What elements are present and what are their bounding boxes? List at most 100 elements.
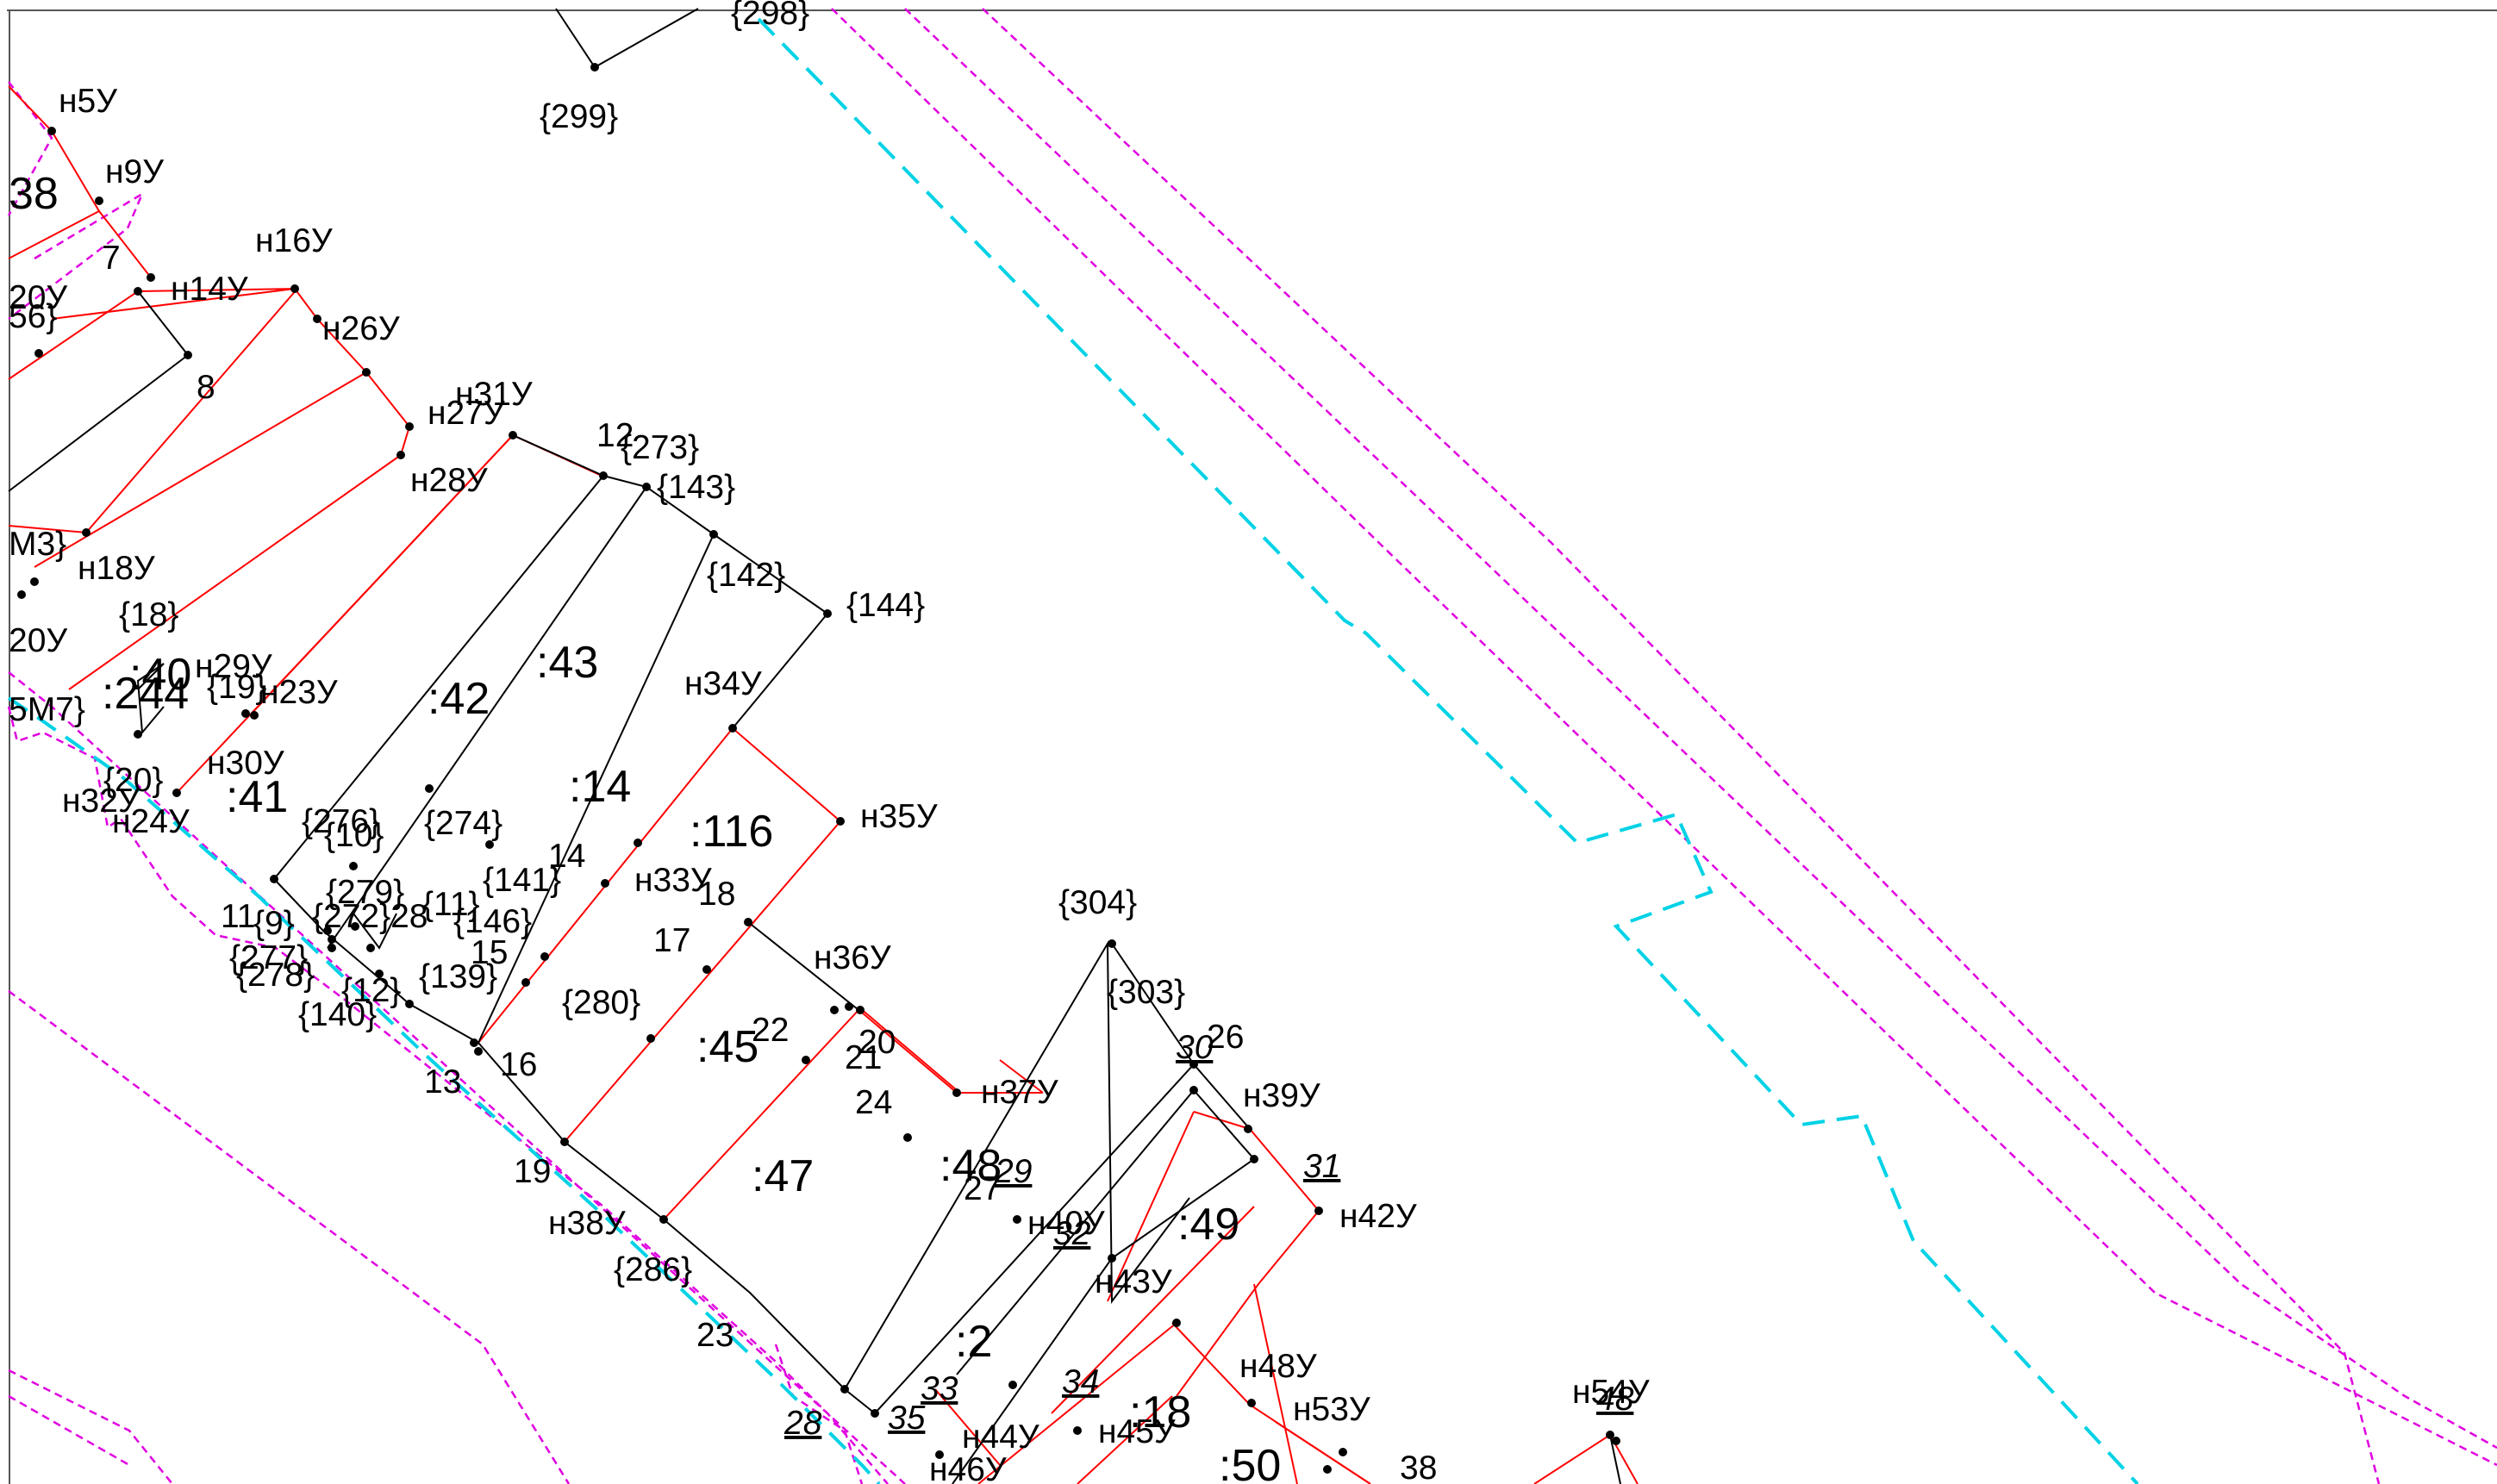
- label-n35: н35У: [860, 798, 938, 835]
- label-30: 30: [1176, 1029, 1214, 1066]
- label-parcel-18: :18: [1129, 1387, 1191, 1437]
- label-23: 23: [696, 1317, 733, 1354]
- label-32: 32: [1053, 1215, 1091, 1252]
- label-n54: н54У: [1572, 1374, 1650, 1411]
- label-280: {280}: [562, 984, 640, 1021]
- protection-zone-lines: [7, 8, 2497, 1484]
- label-12-braced: {12}: [341, 972, 401, 1009]
- label-13: 13: [424, 1063, 461, 1101]
- label-n9: н9У: [105, 153, 164, 190]
- label-146: {146}: [453, 903, 532, 940]
- label-272-28: {272}28: [312, 898, 428, 935]
- label-142: {142}: [707, 557, 785, 594]
- label-20-braced: {20}: [103, 762, 163, 799]
- label-22: 22: [752, 1012, 789, 1049]
- label-n36: н36У: [814, 939, 891, 976]
- label-276: {276}: [302, 803, 380, 840]
- label-139: {139}: [419, 958, 497, 995]
- label-n43: н43У: [1095, 1263, 1172, 1300]
- label-140: {140}: [298, 996, 377, 1033]
- label-21: 21: [845, 1039, 882, 1076]
- label-edge-m3: M3}: [9, 526, 66, 563]
- label-48: 48: [1596, 1381, 1634, 1418]
- label-17: 17: [653, 922, 690, 959]
- label-303: {303}: [1107, 974, 1185, 1011]
- label-n24: н24У: [112, 803, 190, 840]
- label-304: {304}: [1058, 884, 1137, 921]
- label-n14: н14У: [171, 271, 248, 308]
- map-frame: [7, 9, 2497, 1484]
- label-n46: н46У: [929, 1451, 1007, 1484]
- label-parcel-2: :2: [955, 1317, 992, 1367]
- label-18: 18: [698, 876, 735, 913]
- label-141: {141}: [483, 862, 561, 899]
- label-19: 19: [514, 1153, 551, 1190]
- label-277: {277}: [229, 939, 308, 976]
- label-edge-56: 56}: [9, 298, 57, 335]
- label-27: 27: [964, 1170, 1001, 1207]
- label-144: {144}: [846, 587, 925, 624]
- label-edge-20y-b: 20У: [9, 622, 67, 659]
- label-n48: н48У: [1239, 1348, 1317, 1385]
- label-edge-5m7: 5M7}: [9, 691, 85, 728]
- label-38-bottom: 38: [1400, 1450, 1437, 1484]
- label-n30: н30У: [207, 745, 284, 782]
- label-299: {299}: [540, 98, 618, 135]
- label-279: {279}: [326, 874, 404, 911]
- label-9-braced: {9}: [253, 905, 295, 942]
- label-24: 24: [855, 1084, 892, 1121]
- label-n16: н16У: [255, 222, 333, 259]
- label-n28: н28У: [410, 462, 488, 499]
- label-286: {286}: [614, 1251, 692, 1288]
- label-parcel-50: :50: [1219, 1441, 1281, 1484]
- label-26: 26: [1207, 1019, 1244, 1056]
- label-parcel-41: :41: [226, 772, 288, 822]
- label-n45: н45У: [1098, 1413, 1176, 1450]
- label-34: 34: [1062, 1363, 1099, 1400]
- label-parcel-42: :42: [428, 674, 490, 724]
- label-parcel-49: :49: [1177, 1200, 1239, 1250]
- label-parcel-116: :116: [690, 807, 773, 857]
- label-11: 11: [221, 898, 256, 935]
- label-38-left: 38: [9, 169, 59, 219]
- label-n38: н38У: [548, 1205, 626, 1242]
- label-n29: н29У: [195, 648, 272, 685]
- cyan-zone-lines: [7, 17, 2139, 1484]
- label-11-braced: {11}: [422, 886, 480, 923]
- label-parcel-45: :45: [696, 1022, 758, 1072]
- label-n33: н33У: [634, 862, 712, 899]
- label-n37: н37У: [981, 1074, 1058, 1111]
- label-parcel-14: :14: [569, 762, 631, 812]
- label-12: 12: [596, 417, 634, 454]
- label-n23: н23У: [260, 674, 338, 711]
- label-19-braced: {19}: [207, 669, 266, 706]
- survey-points: [17, 63, 1620, 1474]
- label-n40: н40У: [1027, 1205, 1105, 1242]
- label-n5: н5У: [59, 83, 117, 120]
- label-n44: н44У: [962, 1419, 1039, 1456]
- label-273: {273}: [621, 429, 699, 466]
- label-298: {298}: [731, 0, 809, 32]
- label-n53: н53У: [1293, 1391, 1370, 1428]
- label-n42: н42У: [1339, 1198, 1417, 1235]
- label-16: 16: [500, 1046, 537, 1083]
- label-18-braced: {18}: [119, 596, 178, 633]
- label-parcel-40: :40: [129, 650, 191, 700]
- label-35: 35: [888, 1400, 926, 1437]
- label-n27: н27У: [428, 395, 505, 432]
- map-labels: {299} {298} н5У н9У 38 7 н14У н16У н26У …: [9, 0, 1650, 1484]
- label-7: 7: [102, 240, 121, 277]
- label-n32: н32У: [62, 783, 140, 820]
- label-8: 8: [197, 369, 215, 406]
- label-n31: н31У: [455, 376, 533, 413]
- label-20: 20: [858, 1024, 896, 1061]
- label-edge-20y: 20У: [9, 279, 67, 316]
- label-31: 31: [1303, 1148, 1340, 1185]
- label-274: {274}: [424, 805, 503, 842]
- label-n26: н26У: [322, 310, 400, 347]
- label-n39: н39У: [1243, 1077, 1320, 1114]
- label-28: 28: [783, 1405, 822, 1442]
- label-parcel-47: :47: [752, 1151, 814, 1201]
- label-n18: н18У: [78, 550, 155, 587]
